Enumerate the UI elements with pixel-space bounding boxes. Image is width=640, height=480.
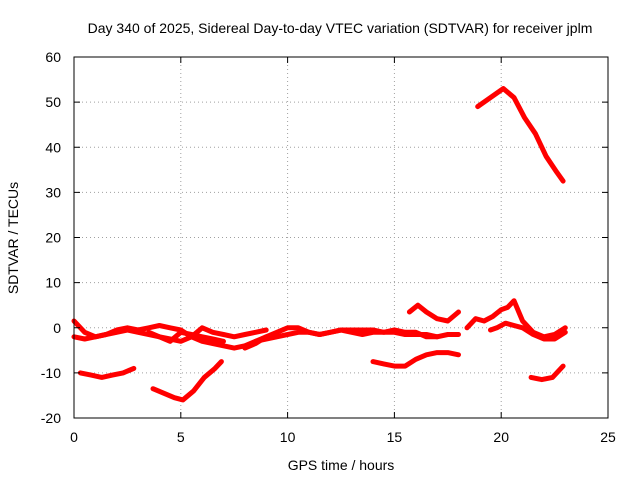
x-tick-label: 0 bbox=[70, 429, 78, 445]
y-tick-label: -20 bbox=[41, 410, 61, 426]
series-line-s13 bbox=[528, 363, 566, 383]
y-tick-label: 50 bbox=[45, 94, 61, 110]
series-line-s8 bbox=[370, 350, 461, 369]
x-axis-tick-labels: 0 5 10 15 20 25 bbox=[70, 429, 616, 445]
x-tick-label: 10 bbox=[280, 429, 296, 445]
series-line-s12 bbox=[475, 86, 566, 184]
y-tick-label: 40 bbox=[45, 139, 61, 155]
series-line-s11 bbox=[488, 320, 568, 342]
x-tick-label: 5 bbox=[177, 429, 185, 445]
y-axis-tick-labels: -20 -10 0 10 20 30 40 50 60 bbox=[41, 49, 61, 426]
y-axis-title: SDTVAR / TECUs bbox=[5, 182, 21, 294]
y-tick-label: 60 bbox=[45, 49, 61, 65]
x-tick-label: 20 bbox=[493, 429, 509, 445]
y-tick-label: 10 bbox=[45, 275, 61, 291]
x-tick-label: 25 bbox=[600, 429, 616, 445]
y-tick-label: 20 bbox=[45, 230, 61, 246]
series-line-s7 bbox=[150, 359, 224, 403]
x-tick-label: 15 bbox=[387, 429, 403, 445]
series-line-s3 bbox=[146, 329, 226, 344]
y-tick-label: -10 bbox=[41, 365, 61, 381]
chart-title: Day 340 of 2025, Sidereal Day-to-day VTE… bbox=[88, 20, 593, 36]
axis-ticks bbox=[73, 56, 609, 419]
y-tick-label: 30 bbox=[45, 184, 61, 200]
series-line-s5 bbox=[253, 327, 440, 344]
x-axis-title: GPS time / hours bbox=[288, 457, 395, 473]
series-line-s10 bbox=[464, 298, 568, 340]
data-series bbox=[71, 86, 568, 403]
y-tick-label: 0 bbox=[53, 320, 61, 336]
series-line-s9 bbox=[406, 302, 461, 324]
series-line-s6 bbox=[77, 365, 137, 380]
